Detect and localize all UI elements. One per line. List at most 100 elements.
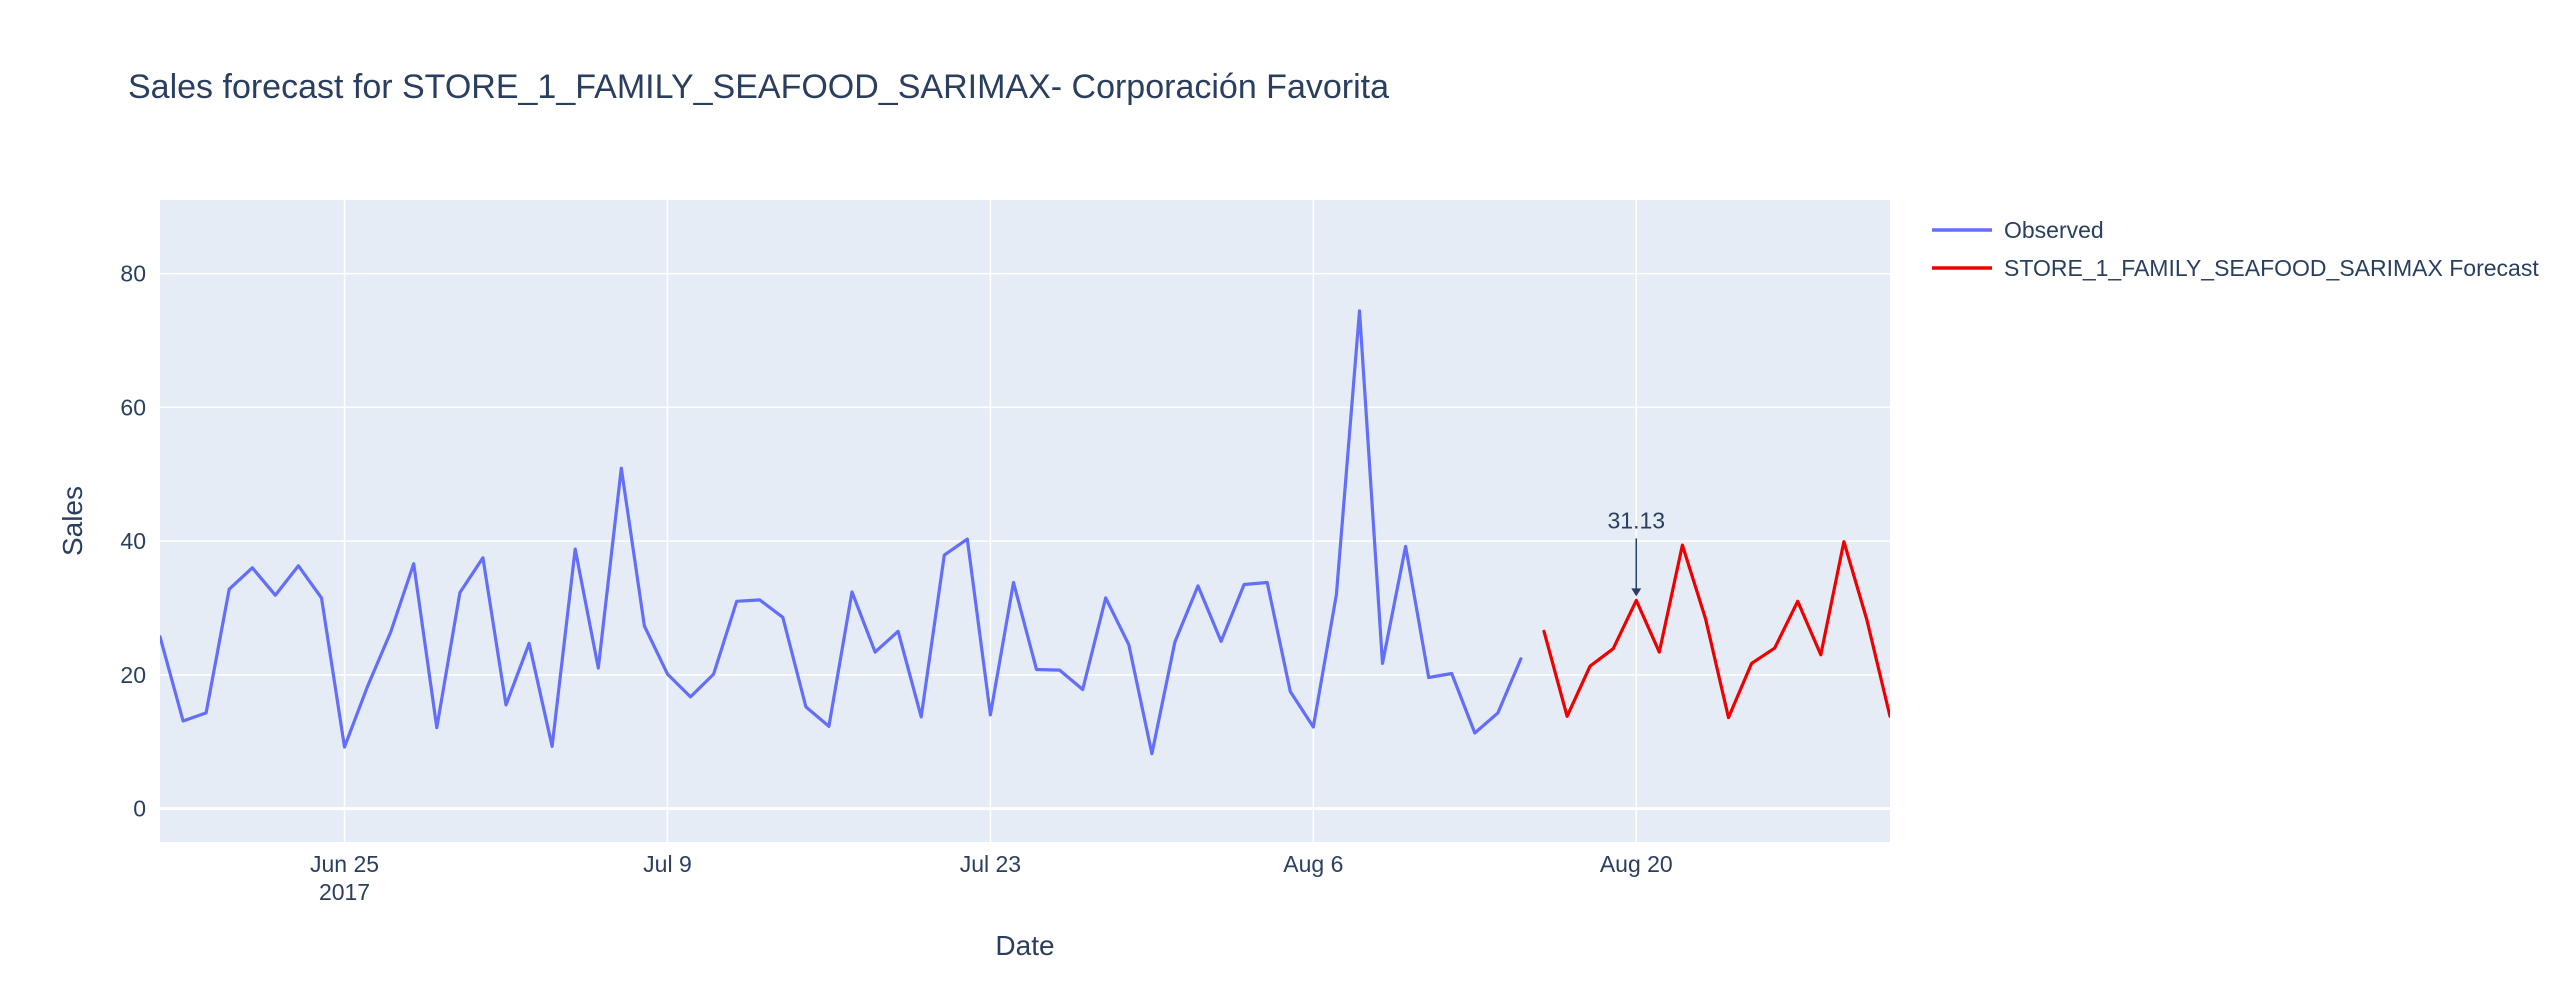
data-point: [1887, 713, 1893, 719]
data-point: [480, 555, 486, 561]
data-point: [1195, 583, 1201, 589]
data-point: [572, 546, 578, 552]
data-point: [1057, 667, 1063, 673]
plot-area: [160, 200, 1890, 842]
series-line-1: [1542, 540, 1890, 720]
data-point: [342, 744, 348, 750]
data-point: [1703, 616, 1709, 622]
data-point: [272, 592, 278, 598]
data-point: [1610, 646, 1616, 652]
y-axis-ticks: 0 20 40 60 80: [120, 261, 146, 822]
data-point: [203, 710, 209, 716]
data-point: [1518, 656, 1524, 662]
legend[interactable]: Observed STORE_1_FAMILY_SEAFOOD_SARIMAX F…: [1932, 217, 2539, 281]
data-point: [734, 598, 740, 604]
data-point: [1818, 652, 1824, 658]
data-point: [1126, 642, 1132, 648]
legend-label: Observed: [2004, 217, 2104, 243]
data-point: [849, 589, 855, 595]
data-point: [1449, 671, 1455, 677]
data-point: [941, 552, 947, 558]
data-point: [1656, 649, 1662, 655]
data-point: [388, 629, 394, 635]
data-point: [1011, 580, 1017, 586]
data-point: [803, 704, 809, 710]
series-line-0: [160, 309, 1523, 756]
data-point: [411, 561, 417, 567]
legend-item[interactable]: Observed: [1932, 217, 2104, 243]
data-point: [226, 586, 232, 592]
data-point: [1080, 687, 1086, 693]
data-point: [711, 671, 717, 677]
data-point: [641, 623, 647, 629]
x-tick-sublabel: 2017: [319, 879, 370, 905]
data-point: [503, 702, 509, 708]
data-point: [964, 536, 970, 542]
data-point: [1749, 660, 1755, 666]
data-point: [1726, 715, 1732, 721]
data-point: [1103, 595, 1109, 601]
data-point: [895, 628, 901, 634]
chart-title: Sales forecast for STORE_1_FAMILY_SEAFOO…: [128, 68, 1389, 106]
data-point: [549, 743, 555, 749]
y-tick-label: 60: [120, 394, 146, 420]
data-point: [665, 671, 671, 677]
data-point: [1587, 663, 1593, 669]
data-point: [434, 725, 440, 731]
x-tick-label: Jul 9: [643, 851, 692, 877]
annotation-arrowhead: [1631, 588, 1642, 597]
data-point: [1541, 628, 1547, 634]
y-tick-label: 0: [133, 796, 146, 822]
data-point: [526, 640, 532, 646]
annotation-label: 31.13: [1607, 507, 1665, 533]
data-point: [1864, 617, 1870, 623]
data-point: [1841, 539, 1847, 545]
data-point: [1172, 639, 1178, 645]
data-point: [1403, 543, 1409, 549]
data-point: [872, 649, 878, 655]
grid-lines: [160, 200, 1890, 842]
data-point: [1218, 638, 1224, 644]
data-point: [1795, 598, 1801, 604]
data-point: [595, 665, 601, 671]
data-point: [157, 634, 163, 640]
data-point: [1287, 689, 1293, 695]
data-point: [1034, 667, 1040, 673]
data-point: [1564, 713, 1570, 719]
data-point: [1472, 730, 1478, 736]
data-point: [987, 712, 993, 718]
x-tick-label: Jun 25: [310, 851, 379, 877]
y-axis-title: Sales: [57, 486, 88, 556]
data-point: [249, 565, 255, 571]
data-point: [1310, 724, 1316, 730]
data-point: [1772, 645, 1778, 651]
data-point: [1149, 751, 1155, 757]
y-tick-label: 80: [120, 261, 146, 287]
data-point: [1333, 592, 1339, 598]
data-point: [365, 683, 371, 689]
data-point: [757, 597, 763, 603]
y-tick-label: 40: [120, 528, 146, 554]
data-point: [1495, 710, 1501, 716]
data-point: [295, 563, 301, 569]
data-point: [180, 718, 186, 724]
annotations: 31.13: [1607, 507, 1665, 597]
data-point: [780, 614, 786, 620]
data-point: [1264, 580, 1270, 586]
data-point: [826, 723, 832, 729]
data-point: [1357, 308, 1363, 314]
series-lines: [157, 308, 1893, 757]
x-tick-label: Aug 20: [1600, 851, 1673, 877]
data-point: [1380, 660, 1386, 666]
data-point: [688, 694, 694, 700]
legend-item[interactable]: STORE_1_FAMILY_SEAFOOD_SARIMAX Forecast: [1932, 255, 2539, 281]
data-point: [618, 465, 624, 471]
x-tick-label: Aug 6: [1283, 851, 1343, 877]
data-point: [1241, 582, 1247, 588]
data-point: [1679, 542, 1685, 548]
legend-label: STORE_1_FAMILY_SEAFOOD_SARIMAX Forecast: [2004, 255, 2539, 281]
y-tick-label: 20: [120, 662, 146, 688]
data-point: [319, 595, 325, 601]
